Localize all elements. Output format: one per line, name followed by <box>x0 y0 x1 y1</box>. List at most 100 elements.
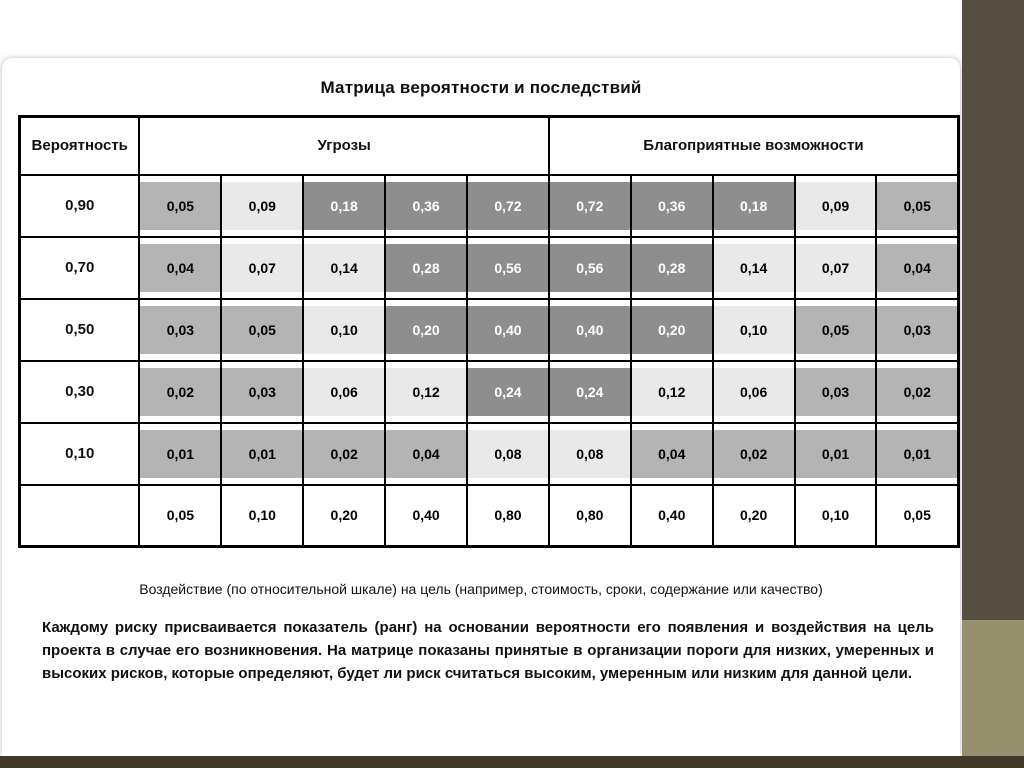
matrix-cell: 0,36 <box>629 173 714 238</box>
matrix-cell: 0,40 <box>547 297 632 362</box>
matrix-cell: 0,09 <box>793 173 878 238</box>
score-value: 0,36 <box>631 181 712 230</box>
matrix-cell: 0,20 <box>629 297 714 362</box>
score-value: 0,72 <box>549 181 630 230</box>
matrix-cell: 0,24 <box>466 359 550 424</box>
score-value: 0,18 <box>713 181 794 230</box>
score-value: 0,20 <box>740 507 768 524</box>
table-row: 0,05 0,10 0,20 0,40 0,80 0,80 0,40 0,20 0,10 0,05 <box>18 483 960 548</box>
score-value: 0,03 <box>795 367 876 416</box>
table-row: 0,50 0,03 0,05 0,10 0,20 0,40 0,40 0,20 0,10 0,05… <box>18 297 960 362</box>
matrix-cell: 0,10 <box>220 483 305 548</box>
probability-cell <box>18 483 141 548</box>
score-value: 0,10 <box>304 305 385 354</box>
score-value: 0,08 <box>549 429 630 478</box>
matrix-cell: 0,07 <box>793 235 878 300</box>
score-value: 0,06 <box>713 367 794 416</box>
matrix-cell: 0,06 <box>302 359 387 424</box>
matrix-cell: 0,05 <box>875 483 960 548</box>
score-value: 0,09 <box>222 181 303 230</box>
matrix-cell: 0,72 <box>466 173 550 238</box>
table-row: 0,90 0,05 0,09 0,18 0,36 0,72 0,72 0,36 0,18 0,09… <box>18 173 960 238</box>
matrix-cell: 0,72 <box>547 173 632 238</box>
matrix-cell: 0,40 <box>466 297 550 362</box>
matrix-cell: 0,08 <box>466 421 550 486</box>
matrix-cell: 0,02 <box>711 421 796 486</box>
score-value: 0,72 <box>468 181 548 230</box>
description-paragraph: Каждому риску присваивается показатель (… <box>42 619 934 682</box>
score-value: 0,40 <box>412 507 440 524</box>
probability-cell: 0,30 <box>18 359 141 424</box>
header-row: Вероятность Угрозы Благоприятные возможн… <box>18 115 960 176</box>
score-value: 0,18 <box>304 181 385 230</box>
score-value: 0,28 <box>631 243 712 292</box>
matrix-cell: 0,05 <box>220 297 305 362</box>
score-value: 0,03 <box>877 305 957 354</box>
score-value: 0,20 <box>330 507 358 524</box>
matrix-cell: 0,03 <box>875 297 960 362</box>
score-value: 0,03 <box>140 305 221 354</box>
column-header-opportunities: Благоприятные возможности <box>547 115 960 176</box>
matrix-cell: 0,04 <box>629 421 714 486</box>
matrix-cell: 0,80 <box>466 483 550 548</box>
matrix-cell: 0,02 <box>138 359 223 424</box>
matrix-cell: 0,80 <box>547 483 632 548</box>
matrix-cell: 0,04 <box>138 235 223 300</box>
score-value: 0,24 <box>468 367 548 416</box>
score-value: 0,02 <box>877 367 957 416</box>
score-value: 0,05 <box>877 181 957 230</box>
matrix-cell: 0,36 <box>384 173 469 238</box>
score-value: 0,04 <box>631 429 712 478</box>
score-value: 0,40 <box>658 507 686 524</box>
score-value: 0,01 <box>140 429 221 478</box>
matrix-cell: 0,07 <box>220 235 305 300</box>
matrix-cell: 0,03 <box>220 359 305 424</box>
bottom-border-strip <box>0 756 1024 768</box>
score-value: 0,24 <box>549 367 630 416</box>
score-value: 0,01 <box>222 429 303 478</box>
probability-cell: 0,70 <box>18 235 141 300</box>
matrix-cell: 0,40 <box>384 483 469 548</box>
score-value: 0,28 <box>386 243 467 292</box>
score-value: 0,80 <box>494 507 522 524</box>
score-value: 0,04 <box>140 243 221 292</box>
score-value: 0,12 <box>631 367 712 416</box>
matrix-cell: 0,09 <box>220 173 305 238</box>
matrix-cell: 0,20 <box>302 483 387 548</box>
score-value: 0,01 <box>877 429 957 478</box>
table-row: 0,30 0,02 0,03 0,06 0,12 0,24 0,24 0,12 0,06 0,03… <box>18 359 960 424</box>
score-value: 0,56 <box>468 243 548 292</box>
matrix-cell: 0,20 <box>711 483 796 548</box>
score-value: 0,01 <box>795 429 876 478</box>
table-caption: Воздействие (по относительной шкале) на … <box>139 581 823 597</box>
matrix-cell: 0,10 <box>711 297 796 362</box>
score-value: 0,07 <box>222 243 303 292</box>
score-value: 0,12 <box>386 367 467 416</box>
matrix-cell: 0,06 <box>711 359 796 424</box>
score-value: 0,36 <box>386 181 467 230</box>
slide: Матрица вероятности и последствий Вероят… <box>2 58 960 756</box>
matrix-cell: 0,05 <box>793 297 878 362</box>
score-value: 0,02 <box>140 367 221 416</box>
matrix-cell: 0,12 <box>384 359 469 424</box>
score-value: 0,02 <box>713 429 794 478</box>
score-value: 0,20 <box>386 305 467 354</box>
score-value: 0,07 <box>795 243 876 292</box>
table-row: 0,70 0,04 0,07 0,14 0,28 0,56 0,56 0,28 0,14 0,07… <box>18 235 960 300</box>
matrix-cell: 0,03 <box>793 359 878 424</box>
column-header-probability: Вероятность <box>18 115 141 176</box>
matrix-cell: 0,04 <box>384 421 469 486</box>
score-value: 0,02 <box>304 429 385 478</box>
matrix-cell: 0,18 <box>711 173 796 238</box>
score-value: 0,04 <box>386 429 467 478</box>
score-value: 0,56 <box>549 243 630 292</box>
matrix-cell: 0,10 <box>793 483 878 548</box>
score-value: 0,10 <box>248 507 276 524</box>
score-value: 0,40 <box>549 305 630 354</box>
probability-cell: 0,10 <box>18 421 141 486</box>
probability-impact-matrix: Вероятность Угрозы Благоприятные возможн… <box>18 115 960 548</box>
matrix-cell: 0,02 <box>875 359 960 424</box>
right-sidebar-top-block <box>962 0 1024 620</box>
matrix-cell: 0,56 <box>466 235 550 300</box>
matrix-cell: 0,14 <box>302 235 387 300</box>
